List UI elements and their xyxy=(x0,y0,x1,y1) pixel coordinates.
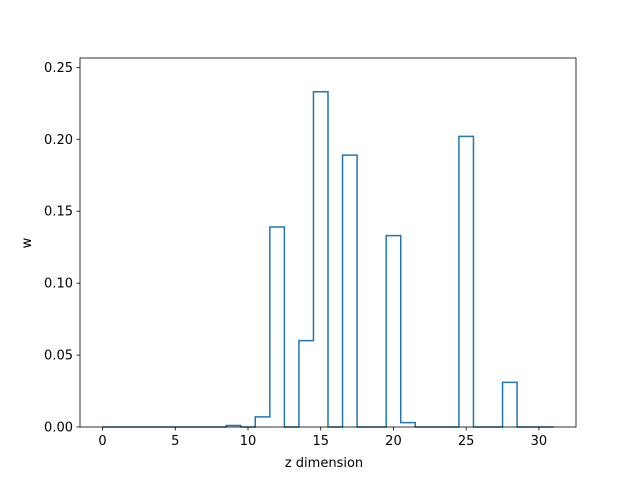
x-tick-label: 30 xyxy=(531,434,548,449)
y-tick-label: 0.10 xyxy=(44,277,73,292)
y-tick-label: 0.15 xyxy=(44,205,73,220)
axes-frame xyxy=(79,57,577,428)
y-tick-label: 0.05 xyxy=(44,349,73,364)
x-axis-ticks: 0 5 10 15 20 25 30 xyxy=(98,427,547,449)
x-tick-label: 20 xyxy=(385,434,402,449)
y-axis-label: w xyxy=(20,237,35,248)
x-tick-label: 10 xyxy=(240,434,257,449)
x-tick-label: 0 xyxy=(98,434,106,449)
x-tick-label: 5 xyxy=(171,434,179,449)
y-tick-label: 0.00 xyxy=(44,421,73,436)
y-tick-label: 0.20 xyxy=(44,133,73,148)
y-axis-ticks: 0.00 0.05 0.10 0.15 0.20 0.25 xyxy=(44,61,80,436)
y-tick-label: 0.25 xyxy=(44,61,73,76)
x-tick-label: 25 xyxy=(458,434,475,449)
x-tick-label: 15 xyxy=(312,434,329,449)
x-axis-label: z dimension xyxy=(285,456,363,471)
